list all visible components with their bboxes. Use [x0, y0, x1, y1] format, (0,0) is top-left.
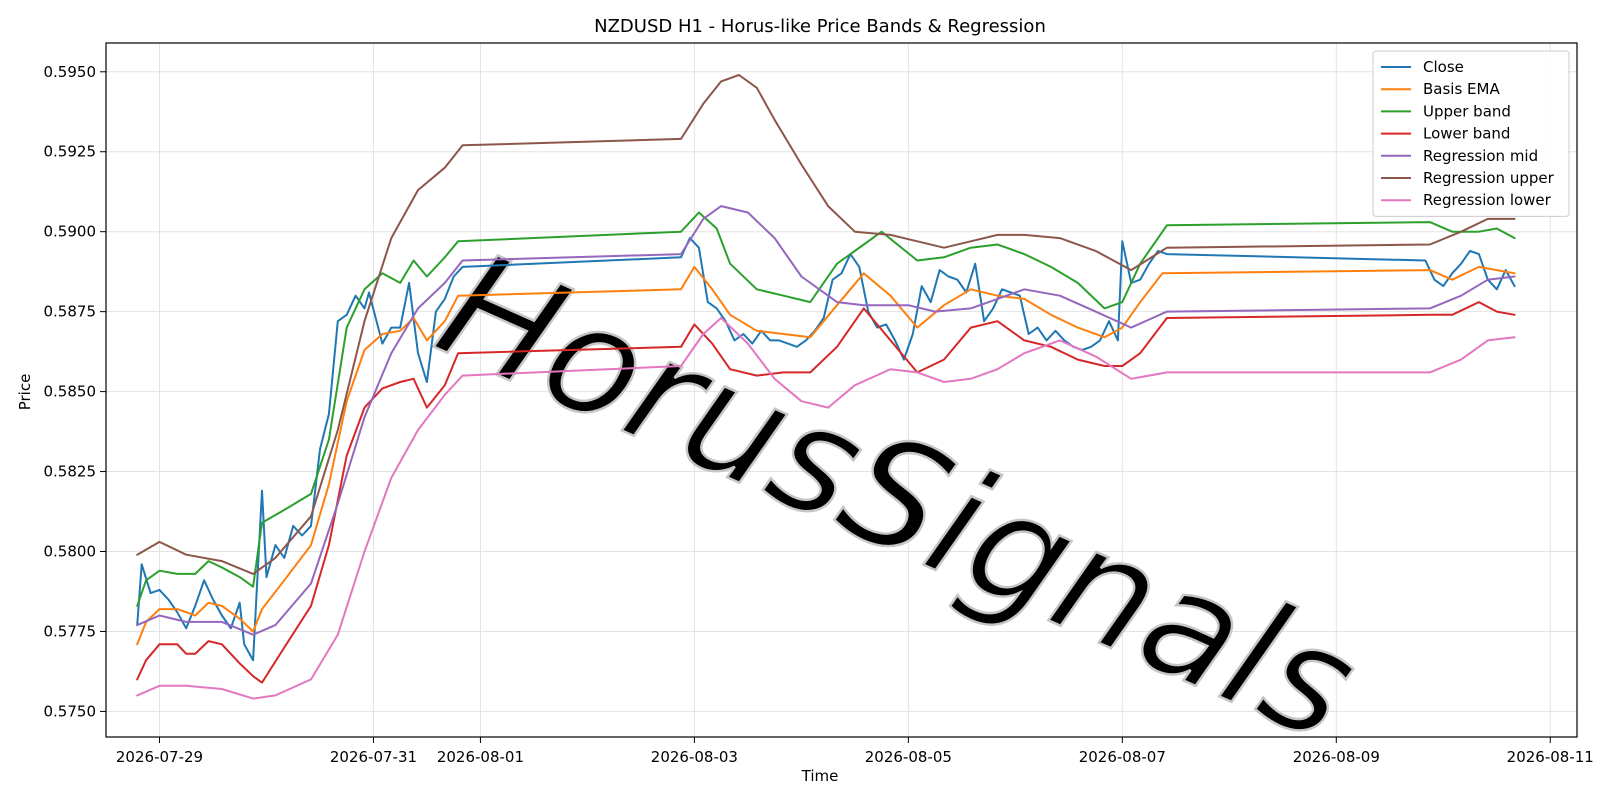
legend-label: Basis EMA [1423, 80, 1500, 98]
x-tick-label: 2026-07-29 [116, 748, 203, 766]
legend-label: Regression upper [1423, 169, 1555, 187]
legend-label: Regression lower [1423, 191, 1552, 209]
y-tick-label: 0.5950 [44, 63, 97, 81]
legend: Close Basis EMA Upper band Lower band Regres… [1372, 50, 1570, 217]
x-tick-label: 2026-08-09 [1293, 748, 1380, 766]
x-tick-label: 2026-08-07 [1079, 748, 1166, 766]
x-tick-label: 2026-08-05 [865, 748, 952, 766]
x-axis-label: Time [801, 767, 839, 785]
y-tick-label: 0.5800 [44, 543, 97, 561]
series-line-regression-upper [136, 74, 1516, 575]
legend-label: Upper band [1423, 102, 1511, 120]
series-line-regression-lower [136, 317, 1516, 700]
chart-title: NZDUSD H1 - Horus-like Price Bands & Reg… [594, 16, 1046, 37]
y-tick-label: 0.5750 [44, 702, 97, 720]
y-tick-label: 0.5875 [44, 303, 97, 321]
series-line-regression-mid [136, 205, 1516, 636]
x-tick-label: 2026-08-03 [651, 748, 738, 766]
grid-layer [106, 43, 1577, 737]
x-tick-label: 2026-07-31 [330, 748, 417, 766]
y-tick-label: 0.5925 [44, 143, 97, 161]
legend-label: Lower band [1423, 125, 1510, 143]
series-layer [136, 74, 1516, 700]
x-tick-label: 2026-08-01 [437, 748, 524, 766]
legend-label: Regression mid [1423, 147, 1538, 165]
x-tick-label: 2026-08-11 [1507, 748, 1594, 766]
y-tick-label: 0.5825 [44, 463, 97, 481]
y-tick-label: 0.5775 [44, 622, 97, 640]
tick-layer: 0.5750 0.5775 0.5800 0.5825 0.5850 0.5875 0.59… [44, 63, 1594, 766]
series-line-upper-band [136, 211, 1516, 607]
y-tick-label: 0.5850 [44, 383, 97, 401]
series-line-basis-ema [136, 265, 1516, 646]
y-axis-label: Price [16, 374, 34, 411]
plot-frame [105, 42, 1578, 738]
legend-box [1372, 50, 1570, 217]
y-tick-label: 0.5900 [44, 223, 97, 241]
legend-label: Close [1423, 58, 1464, 76]
